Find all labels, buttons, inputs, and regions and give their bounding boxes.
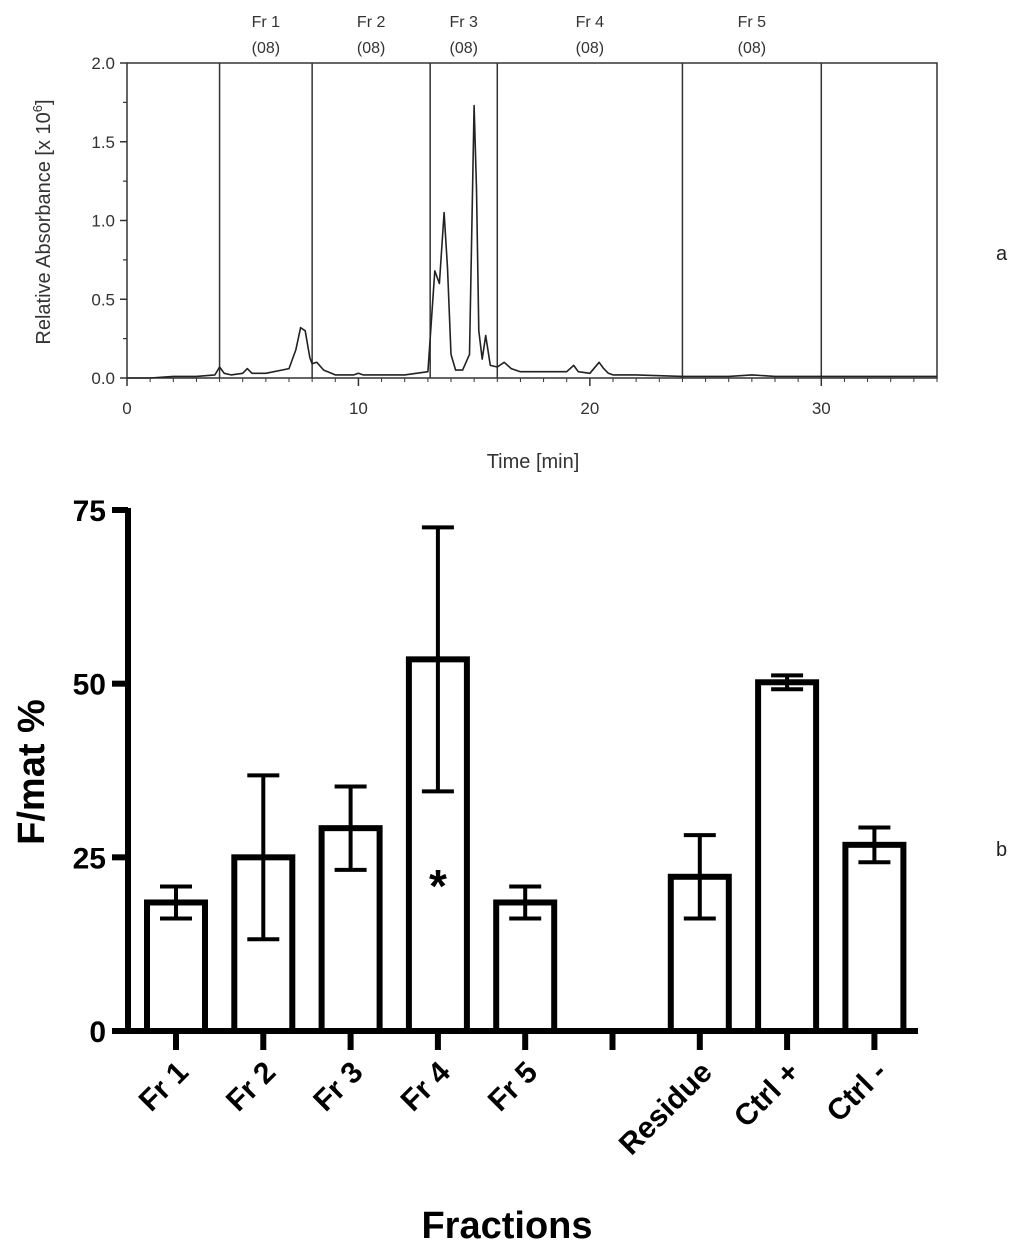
chromatogram-trace — [127, 104, 937, 379]
y-tick-label: 75 — [73, 495, 106, 528]
y-tick-label: 50 — [73, 669, 106, 702]
fraction-code: (08) — [738, 40, 766, 57]
x-tick-label: 10 — [349, 399, 368, 418]
bar — [755, 679, 820, 1034]
bar-chart-y-axis-label: F/mat % — [11, 699, 53, 845]
fraction-code: (08) — [357, 40, 385, 57]
fraction-label: Fr 5 — [738, 14, 767, 31]
fraction-code: (08) — [450, 40, 478, 57]
category-label: Fr 3 — [307, 1056, 369, 1118]
bar — [144, 899, 208, 1035]
fraction-label: Fr 4 — [576, 14, 605, 31]
bar — [493, 899, 558, 1035]
chromatogram-plot-frame — [126, 62, 938, 379]
chromatogram-x-axis-label: Time [min] — [487, 451, 580, 473]
fraction-code: (08) — [252, 40, 280, 57]
bar-chart-x-axis-label: Fractions — [421, 1205, 592, 1247]
y-tick-label: 25 — [73, 842, 106, 875]
y-tick-label: 1.0 — [91, 212, 115, 231]
fraction-label: Fr 3 — [450, 14, 479, 31]
y-tick-label: 1.5 — [91, 133, 115, 152]
category-label: Residue — [613, 1056, 719, 1162]
panel-b-letter: b — [996, 839, 1007, 861]
x-tick-label: 30 — [812, 399, 831, 418]
fraction-label: Fr 1 — [252, 14, 281, 31]
chromatogram-panel: Fr 1 (08) Fr 2 (08) Fr 3 (08) Fr 4 (08) Fr 5 (08)… — [30, 14, 1008, 473]
fraction-code: (08) — [576, 40, 604, 57]
y-tick-label: 0.0 — [91, 369, 115, 388]
significance-asterisk: * — [429, 860, 447, 912]
fraction-label: Fr 2 — [357, 14, 386, 31]
category-label: Fr 4 — [395, 1055, 457, 1117]
category-label: Fr 2 — [220, 1056, 282, 1118]
chromatogram-y-axis-label: Relative Absorbance [x 106] — [30, 99, 55, 344]
category-label: Ctrl + — [728, 1056, 806, 1134]
y-tick-label: 2.0 — [91, 54, 115, 73]
y-tick-label: 0.5 — [91, 290, 115, 309]
category-label: Fr 5 — [482, 1056, 544, 1118]
category-label: Ctrl - — [821, 1056, 894, 1129]
bar — [842, 841, 907, 1035]
y-tick-label: 0 — [89, 1016, 106, 1049]
x-tick-label: 20 — [580, 399, 599, 418]
category-label: Fr 1 — [133, 1056, 195, 1118]
x-tick-label: 0 — [122, 399, 131, 418]
panel-a-letter: a — [996, 243, 1008, 265]
